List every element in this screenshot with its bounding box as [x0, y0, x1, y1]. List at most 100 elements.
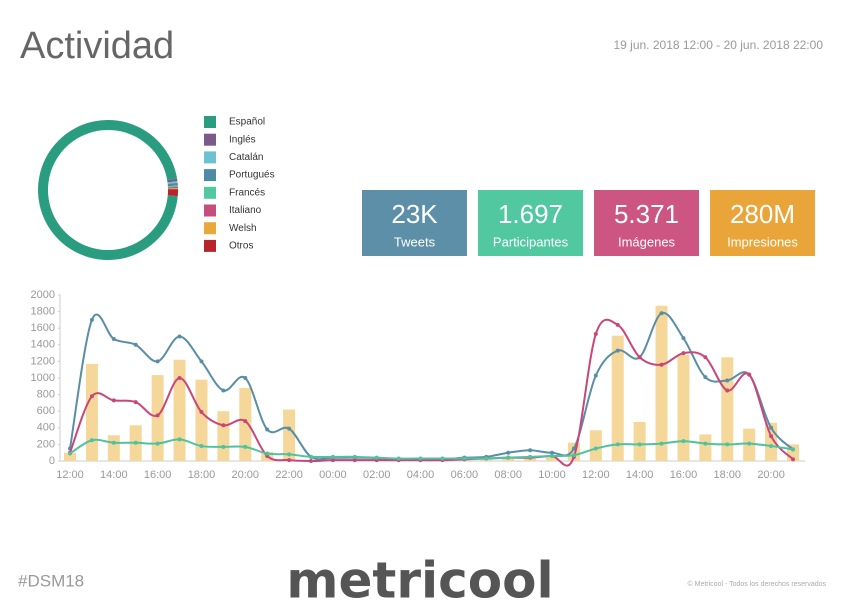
- legend-swatch: [204, 204, 216, 217]
- line-point: [177, 334, 182, 339]
- x-tick-label: 22:00: [275, 469, 303, 481]
- bar: [217, 411, 230, 461]
- bar: [239, 387, 252, 461]
- line-point: [703, 441, 708, 446]
- x-tick-label: 18:00: [188, 469, 216, 481]
- bar: [524, 458, 537, 461]
- bar: [699, 434, 712, 461]
- y-tick-label: 1600: [31, 322, 55, 334]
- donut-slice: [167, 178, 178, 183]
- kpi-value: 5.371: [614, 199, 679, 229]
- x-tick-label: 06:00: [451, 469, 479, 481]
- line-point: [177, 437, 182, 442]
- line-point: [725, 378, 730, 383]
- line-point: [199, 444, 204, 449]
- line-point: [528, 454, 533, 459]
- line-point: [462, 456, 467, 461]
- x-tick-label: 14:00: [626, 469, 654, 481]
- line-point: [133, 342, 138, 347]
- line-point: [769, 444, 774, 449]
- bar: [633, 421, 646, 461]
- bar: [173, 359, 186, 461]
- bar: [589, 430, 602, 461]
- donut-slice: [167, 186, 178, 189]
- x-tick-label: 00:00: [319, 469, 347, 481]
- donut-slice: [38, 119, 178, 260]
- line-point: [133, 440, 138, 445]
- legend-label: Otros: [229, 241, 253, 252]
- y-tick-label: 400: [37, 422, 55, 434]
- legend-label: Portugués: [229, 170, 275, 181]
- kpi-label: Impresiones: [727, 234, 798, 249]
- line-point: [725, 388, 730, 393]
- y-tick-label: 2000: [31, 289, 55, 301]
- y-tick-label: 1200: [31, 355, 55, 367]
- x-tick-label: 02:00: [363, 469, 391, 481]
- line-point: [747, 372, 752, 377]
- line-point: [221, 388, 226, 393]
- line-point: [681, 336, 686, 341]
- legend-swatch: [204, 169, 216, 182]
- line-point: [221, 444, 226, 449]
- line-point: [68, 451, 72, 456]
- donut-slice: [167, 182, 178, 187]
- line-point: [571, 453, 576, 458]
- x-tick-label: 12:00: [56, 469, 84, 481]
- line-point: [593, 373, 598, 378]
- line-point: [769, 425, 774, 430]
- date-range: 19 jun. 2018 12:00 - 20 jun. 2018 22:00: [613, 38, 823, 52]
- bar: [721, 357, 734, 461]
- y-tick-label: 0: [49, 455, 55, 467]
- logo: metricool: [286, 552, 553, 610]
- page-title: Actividad: [20, 25, 174, 67]
- kpi-card: [362, 190, 467, 256]
- line-point: [659, 441, 664, 446]
- y-tick-label: 1400: [31, 339, 55, 351]
- y-tick-label: 1800: [31, 306, 55, 318]
- line-point: [506, 455, 511, 460]
- kpi-card: [594, 190, 699, 256]
- line-point: [89, 394, 94, 399]
- x-tick-label: 16:00: [670, 469, 698, 481]
- legend-label: Francés: [229, 187, 265, 198]
- line-point: [769, 434, 774, 439]
- donut-slice: [167, 185, 178, 188]
- line-point: [506, 450, 511, 455]
- line-point: [221, 423, 226, 428]
- bar: [611, 335, 624, 461]
- legend-swatch: [204, 133, 216, 146]
- bar: [655, 305, 668, 461]
- line-point: [287, 452, 292, 457]
- line-point: [418, 456, 423, 461]
- line-point: [243, 444, 248, 449]
- line-point: [265, 427, 270, 432]
- copyright: © Metricool - Todos los derechos reserva…: [688, 580, 827, 588]
- legend-swatch: [204, 239, 216, 252]
- line-point: [265, 451, 270, 456]
- bar: [64, 452, 76, 461]
- line-point: [791, 447, 795, 452]
- line-point: [330, 454, 335, 459]
- line-point: [155, 359, 160, 364]
- y-tick-label: 200: [37, 438, 55, 450]
- line-point: [287, 426, 292, 431]
- kpi-label: Imágenes: [618, 234, 676, 249]
- line-point: [615, 322, 620, 327]
- line-point: [528, 448, 533, 453]
- line-point: [111, 336, 116, 341]
- kpi-card: [478, 190, 583, 256]
- legend-label: Español: [229, 117, 265, 128]
- legend-swatch: [204, 116, 216, 128]
- line-point: [309, 454, 313, 459]
- line-point: [659, 311, 664, 316]
- line: [69, 318, 794, 467]
- donut-slice: [167, 189, 178, 197]
- line-point: [89, 438, 94, 443]
- bar: [85, 363, 98, 461]
- x-tick-label: 08:00: [494, 469, 522, 481]
- line-point: [287, 458, 292, 463]
- line-point: [615, 442, 620, 447]
- line-point: [155, 413, 160, 418]
- line-point: [615, 348, 620, 353]
- line-point: [89, 317, 94, 322]
